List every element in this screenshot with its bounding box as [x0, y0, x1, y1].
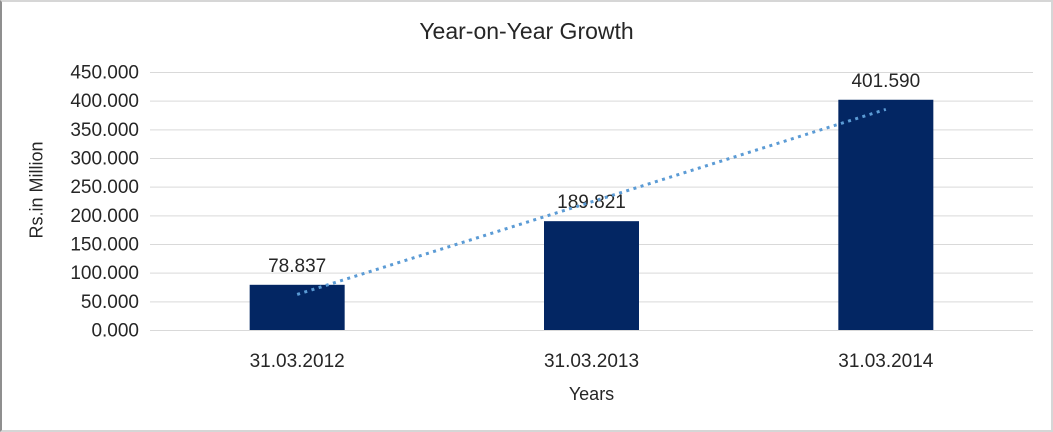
x-tick-label: 31.03.2012 — [250, 351, 345, 372]
x-tick-label: 31.03.2014 — [838, 351, 934, 372]
bar-value-label: 401.590 — [851, 71, 920, 92]
y-tick-label: 100.000 — [70, 263, 139, 284]
y-tick-label: 250.000 — [70, 177, 139, 198]
x-tick-label: 31.03.2013 — [544, 351, 639, 372]
y-tick-label: 350.000 — [70, 120, 139, 141]
bar — [249, 284, 345, 330]
y-tick-label: 450.000 — [70, 63, 139, 84]
y-tick-label: 50.000 — [81, 292, 139, 313]
y-tick-label: 150.000 — [70, 235, 139, 256]
bar — [838, 99, 934, 330]
y-tick-label: 300.000 — [70, 149, 139, 170]
y-tick-label: 200.000 — [70, 206, 139, 227]
bar-value-label: 78.837 — [268, 256, 326, 277]
y-tick-label: 0.000 — [91, 321, 139, 342]
trendline — [296, 107, 887, 296]
y-tick-label: 400.000 — [70, 91, 139, 112]
x-axis-title: Years — [568, 384, 615, 404]
chart-title: Year-on-Year Growth — [419, 18, 634, 44]
bar — [544, 221, 639, 330]
